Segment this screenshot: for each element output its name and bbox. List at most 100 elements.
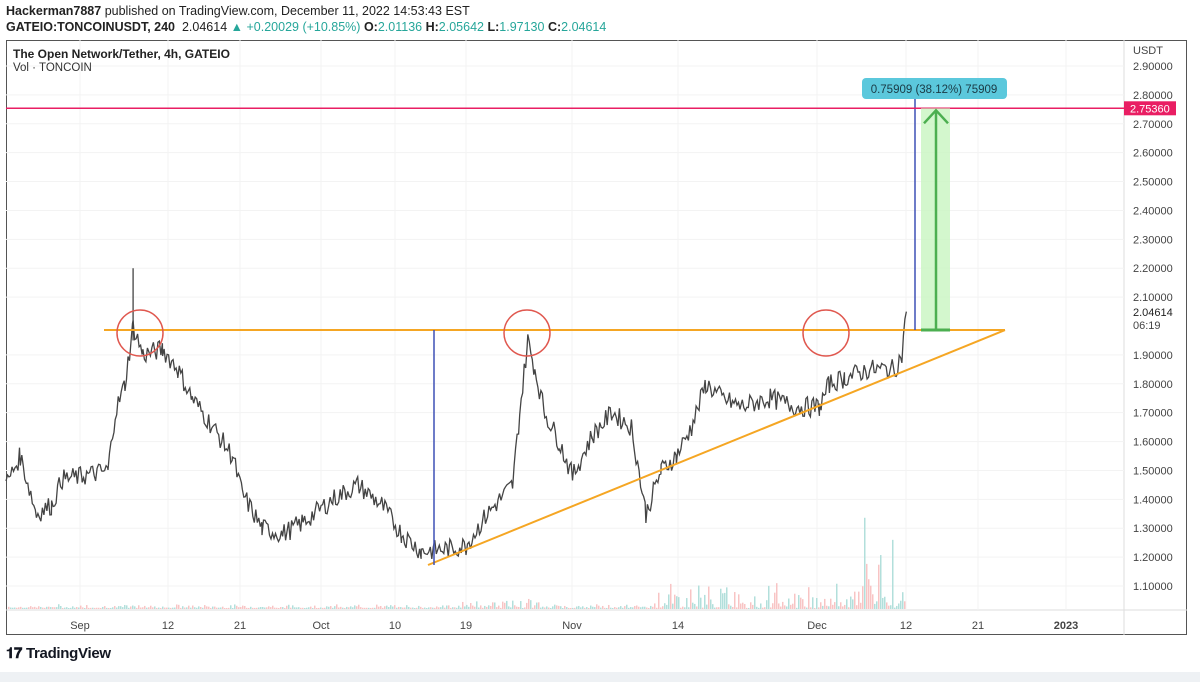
- volume-bar: [544, 607, 546, 609]
- volume-bar: [504, 602, 506, 609]
- volume-bar: [284, 607, 286, 609]
- volume-bar: [762, 607, 764, 609]
- volume-bar: [296, 607, 298, 609]
- volume-bar: [114, 605, 116, 609]
- volume-bar: [832, 604, 834, 609]
- ohlc-bar: GATEIO:TONCOINUSDT, 240 2.04614 ▲ +0.200…: [6, 20, 606, 34]
- y-tick-label: 1.70000: [1133, 408, 1173, 420]
- volume-bar: [530, 600, 532, 609]
- volume-bar: [306, 607, 308, 609]
- volume-bar: [270, 607, 272, 609]
- publish-info: Hackerman7887 published on TradingView.c…: [6, 4, 470, 18]
- volume-bar: [226, 607, 228, 609]
- volume-bar: [638, 606, 640, 609]
- volume-bar: [152, 607, 154, 609]
- volume-bar: [690, 589, 692, 609]
- volume-bar: [440, 607, 442, 609]
- volume-bar: [24, 607, 26, 609]
- y-tick-label: 2.70000: [1133, 119, 1173, 131]
- volume-bar: [366, 607, 368, 609]
- volume-bar: [572, 607, 574, 609]
- volume-bar: [622, 607, 624, 609]
- volume-bar: [378, 606, 380, 609]
- x-tick-label: Dec: [807, 620, 827, 632]
- volume-bar: [838, 606, 840, 609]
- volume-bar: [176, 604, 178, 609]
- volume-bar: [214, 606, 216, 609]
- close-value: 2.04614: [561, 20, 607, 34]
- volume-bar: [666, 604, 668, 609]
- low-value: 1.97130: [499, 20, 545, 34]
- volume-bar: [278, 607, 280, 609]
- volume-bar: [904, 601, 906, 609]
- volume-bar: [258, 607, 260, 609]
- volume-bar: [264, 607, 266, 609]
- y-tick-label: 2.90000: [1133, 61, 1173, 73]
- tradingview-logo[interactable]: 𝟏𝟕 TradingView: [6, 645, 111, 662]
- y-tick-label: 2.30000: [1133, 234, 1173, 246]
- volume-bar: [718, 607, 720, 609]
- volume-bar: [10, 607, 12, 609]
- x-tick-label: Sep: [70, 620, 90, 632]
- volume-bar: [576, 606, 578, 609]
- volume-bar: [824, 598, 826, 609]
- volume-bar: [670, 583, 672, 609]
- volume-bar: [448, 605, 450, 609]
- volume-bar: [578, 605, 580, 609]
- volume-bar: [374, 607, 376, 609]
- volume-bar: [706, 604, 708, 609]
- volume-bar: [472, 605, 474, 609]
- volume-bar: [558, 605, 560, 609]
- high-label: H:: [425, 20, 439, 34]
- volume-bar: [694, 603, 696, 609]
- volume-bar: [132, 605, 134, 609]
- volume-bar: [252, 607, 254, 609]
- volume-bar: [62, 607, 64, 609]
- volume-bar: [532, 607, 534, 609]
- volume-bar: [744, 604, 746, 609]
- volume-bar: [186, 607, 188, 609]
- volume-bar: [182, 606, 184, 609]
- volume-bar: [368, 607, 370, 609]
- x-tick-label: 14: [672, 620, 684, 632]
- volume-bar: [122, 607, 124, 609]
- volume-bar: [876, 601, 878, 609]
- volume-bar: [354, 605, 356, 609]
- volume-bar: [538, 602, 540, 609]
- volume-bar: [646, 607, 648, 609]
- volume-bar: [316, 607, 318, 609]
- volume-bar: [78, 607, 80, 609]
- volume-bar: [48, 606, 50, 609]
- volume-bar: [636, 605, 638, 609]
- volume-bar: [860, 602, 862, 609]
- volume-bar: [698, 585, 700, 609]
- volume-bar: [404, 607, 406, 609]
- volume-bar: [856, 605, 858, 609]
- volume-bar: [144, 605, 146, 609]
- chart-frame[interactable]: [6, 40, 1187, 635]
- volume-bar: [550, 607, 552, 609]
- volume-bar: [46, 606, 48, 609]
- volume-bar: [494, 602, 496, 609]
- volume-bar: [654, 603, 656, 609]
- volume-bar: [116, 607, 118, 609]
- volume-bar: [662, 606, 664, 609]
- volume-bar: [896, 605, 898, 609]
- volume-bar: [502, 601, 504, 609]
- volume-bar: [678, 597, 680, 609]
- volume-bar: [592, 606, 594, 609]
- volume-bar: [178, 604, 180, 609]
- volume-bar: [256, 607, 258, 609]
- volume-bar: [686, 598, 688, 609]
- volume-bar: [722, 593, 724, 609]
- volume-bar: [790, 604, 792, 609]
- volume-bar: [188, 605, 190, 609]
- x-tick-label: 12: [162, 620, 174, 632]
- volume-bar: [34, 606, 36, 609]
- volume-bar: [246, 607, 248, 609]
- volume-bar: [808, 587, 810, 609]
- volume-bar: [496, 607, 498, 609]
- volume-bar: [500, 607, 502, 609]
- volume-bar: [322, 607, 324, 609]
